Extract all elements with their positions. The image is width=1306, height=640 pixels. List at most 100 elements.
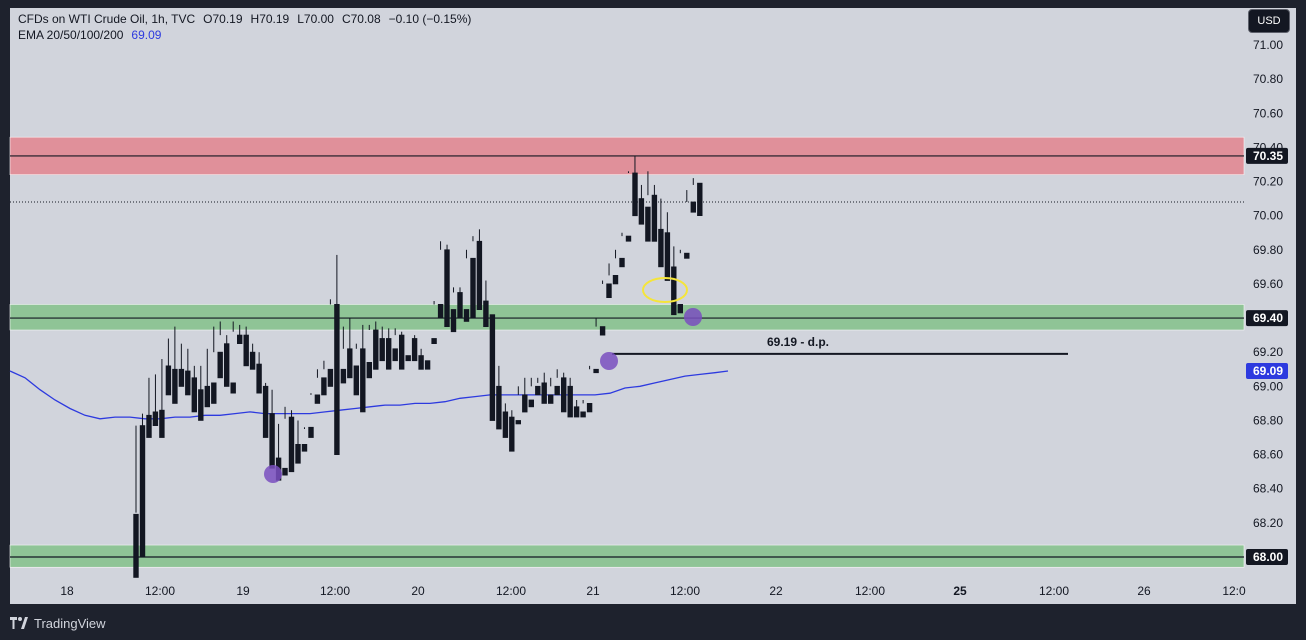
- candle-down[interactable]: [548, 394, 554, 404]
- candle-down[interactable]: [645, 206, 651, 242]
- candle-down[interactable]: [340, 368, 347, 384]
- candle-down[interactable]: [515, 420, 521, 425]
- candle-down[interactable]: [509, 416, 515, 452]
- ema-price-tag[interactable]: 69.09: [1246, 362, 1288, 379]
- candle-down[interactable]: [606, 283, 612, 298]
- candle-down[interactable]: [385, 338, 392, 370]
- candle-down[interactable]: [476, 240, 483, 311]
- candle-down[interactable]: [619, 257, 625, 268]
- candle-down[interactable]: [411, 338, 418, 362]
- candle-down[interactable]: [664, 232, 671, 281]
- candle-down[interactable]: [152, 411, 159, 426]
- candle-down[interactable]: [204, 385, 210, 408]
- candle-down[interactable]: [697, 182, 703, 216]
- candle-down[interactable]: [334, 303, 340, 455]
- candle-down[interactable]: [586, 402, 593, 413]
- highlight-ellipse[interactable]: [642, 277, 688, 303]
- candle-down[interactable]: [599, 326, 606, 336]
- candle-down[interactable]: [379, 338, 385, 362]
- candle-down[interactable]: [450, 309, 457, 333]
- candle-down[interactable]: [431, 338, 437, 344]
- candle-down[interactable]: [444, 249, 450, 328]
- candle-down[interactable]: [347, 348, 353, 379]
- candle-down[interactable]: [236, 334, 243, 345]
- candle-down[interactable]: [288, 416, 295, 473]
- candle-down[interactable]: [677, 303, 683, 314]
- candle-down[interactable]: [314, 394, 321, 404]
- candle-down[interactable]: [612, 274, 619, 285]
- candle-down[interactable]: [437, 303, 444, 319]
- candle-down[interactable]: [684, 252, 690, 259]
- candle-down[interactable]: [172, 368, 178, 404]
- candle-down[interactable]: [483, 300, 489, 328]
- candle-down[interactable]: [198, 389, 204, 421]
- time-axis-background[interactable]: [10, 576, 1296, 604]
- candle-down[interactable]: [580, 411, 586, 418]
- candle-down[interactable]: [528, 399, 534, 408]
- candle-down[interactable]: [353, 365, 359, 396]
- candle-down[interactable]: [392, 348, 398, 362]
- candle-down[interactable]: [690, 201, 696, 213]
- candle-down[interactable]: [159, 409, 165, 438]
- candle-down[interactable]: [502, 411, 509, 438]
- candle-down[interactable]: [366, 361, 372, 379]
- candle-down[interactable]: [554, 385, 560, 396]
- candle-down[interactable]: [593, 368, 599, 374]
- candle-down[interactable]: [301, 443, 308, 452]
- candle-down[interactable]: [243, 334, 249, 367]
- support-zone[interactable]: [9, 304, 1245, 331]
- currency-button[interactable]: USD: [1248, 9, 1290, 33]
- candle-down[interactable]: [470, 257, 476, 319]
- candle-down[interactable]: [632, 172, 638, 217]
- candle-down[interactable]: [321, 377, 327, 396]
- candle-down[interactable]: [424, 360, 431, 370]
- candle-down[interactable]: [625, 235, 632, 242]
- swing-marker[interactable]: [684, 308, 702, 326]
- candle-down[interactable]: [522, 394, 528, 413]
- candle-down[interactable]: [146, 414, 152, 438]
- candle-down[interactable]: [573, 406, 580, 418]
- floor-price-tag[interactable]: 68.00: [1246, 549, 1288, 565]
- candle-down[interactable]: [178, 368, 185, 387]
- candle-down[interactable]: [282, 467, 288, 476]
- candle-down[interactable]: [373, 329, 379, 370]
- tradingview-brand[interactable]: TradingView: [10, 613, 106, 633]
- candle-down[interactable]: [541, 382, 547, 404]
- candle-down[interactable]: [496, 385, 502, 430]
- candle-down[interactable]: [658, 228, 664, 268]
- candle-down[interactable]: [165, 365, 172, 396]
- candle-down[interactable]: [567, 385, 573, 418]
- candle-down[interactable]: [360, 348, 366, 413]
- symbol-title[interactable]: CFDs on WTI Crude Oil, 1h, TVC: [18, 12, 196, 26]
- candle-down[interactable]: [230, 382, 236, 394]
- candle-down[interactable]: [671, 266, 677, 316]
- candle-down[interactable]: [561, 377, 567, 413]
- swing-marker[interactable]: [264, 465, 282, 483]
- candle-down[interactable]: [463, 309, 470, 322]
- candle-down[interactable]: [489, 314, 496, 421]
- ema-line[interactable]: [9, 370, 729, 420]
- candle-down[interactable]: [269, 413, 275, 469]
- candle-down[interactable]: [223, 343, 230, 387]
- candle-down[interactable]: [418, 355, 424, 370]
- candle-down[interactable]: [327, 368, 334, 387]
- candle-down[interactable]: [133, 513, 139, 578]
- candle-down[interactable]: [457, 292, 463, 319]
- candle-down[interactable]: [308, 426, 314, 438]
- swing-marker[interactable]: [600, 352, 618, 370]
- candle-down[interactable]: [191, 377, 197, 413]
- candle-down[interactable]: [651, 194, 658, 242]
- candle-down[interactable]: [638, 198, 645, 225]
- price-axis-background[interactable]: [1244, 8, 1296, 576]
- candle-down[interactable]: [217, 351, 223, 379]
- candle-down[interactable]: [295, 443, 301, 464]
- resistance-price-tag[interactable]: 70.35: [1246, 147, 1288, 164]
- candle-down[interactable]: [185, 370, 191, 396]
- candle-down[interactable]: [398, 334, 405, 370]
- candle-down[interactable]: [211, 382, 217, 404]
- candle-down[interactable]: [256, 363, 262, 394]
- candle-down[interactable]: [139, 425, 146, 558]
- candle-down[interactable]: [405, 355, 411, 362]
- floor-zone[interactable]: [9, 544, 1245, 568]
